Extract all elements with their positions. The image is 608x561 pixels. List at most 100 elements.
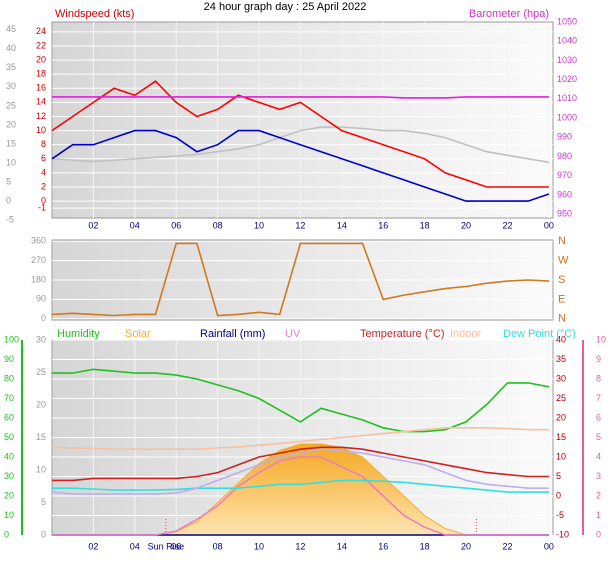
y-tick-label: 990 bbox=[557, 132, 572, 142]
y-tick-label: 950 bbox=[557, 209, 572, 219]
annotation: Sun Rise bbox=[148, 541, 185, 551]
y-tick-label: 360 bbox=[31, 236, 46, 246]
y-tick-label: 270 bbox=[31, 255, 46, 265]
y-tick-label: -1 bbox=[38, 203, 46, 213]
legend-label: Dew Point (°C) bbox=[503, 328, 576, 340]
y-tick-label: 10 bbox=[596, 334, 606, 344]
line bbox=[52, 368, 550, 433]
x-tick-label: 12 bbox=[295, 220, 305, 230]
y-tick-label: 0 bbox=[41, 529, 46, 539]
legend-label: Humidity bbox=[57, 328, 100, 340]
x-tick-label: 16 bbox=[378, 220, 388, 230]
y-tick-label: 90 bbox=[36, 294, 46, 304]
y-tick-label: 50 bbox=[4, 432, 14, 442]
y-tick-label: 6 bbox=[41, 153, 46, 163]
y-tick-label: 15 bbox=[36, 432, 46, 442]
chart-title: 24 hour graph day : 25 April 2022 bbox=[204, 1, 367, 13]
x-tick-label: 16 bbox=[378, 541, 388, 551]
y-tick-label: 10 bbox=[556, 451, 566, 461]
y-tick-label: 40 bbox=[556, 334, 566, 344]
y-tick-label: 0 bbox=[596, 529, 601, 539]
y-tick-label: 35 bbox=[556, 354, 566, 364]
y-tick-label: 30 bbox=[4, 471, 14, 481]
y-tick-label: 10 bbox=[36, 464, 46, 474]
line bbox=[51, 126, 550, 164]
y-tick-label: E bbox=[558, 293, 565, 305]
x-tick-label: 06 bbox=[171, 541, 181, 551]
y-tick-label: 18 bbox=[36, 69, 46, 79]
y-tick-label: 3 bbox=[596, 471, 601, 481]
x-tick-label: 18 bbox=[420, 220, 430, 230]
y-tick-label: 970 bbox=[557, 170, 572, 180]
y-tick-label: N bbox=[558, 313, 566, 325]
y-tick-label: 6 bbox=[596, 412, 601, 422]
y-tick-label: 0 bbox=[41, 313, 46, 323]
y-tick-label: 15 bbox=[6, 138, 16, 148]
y-tick-label: 20 bbox=[4, 490, 14, 500]
y-tick-label: 70 bbox=[4, 393, 14, 403]
x-tick-label: 00 bbox=[544, 541, 554, 551]
y-tick-label: 2 bbox=[41, 181, 46, 191]
y-tick-label: 980 bbox=[557, 151, 572, 161]
y-tick-label: 30 bbox=[556, 373, 566, 383]
y-tick-label: 40 bbox=[6, 43, 16, 53]
y-tick-label: 960 bbox=[557, 189, 572, 199]
y-tick-label: 20 bbox=[556, 412, 566, 422]
line bbox=[51, 80, 549, 188]
y-tick-label: -5 bbox=[556, 510, 564, 520]
line bbox=[52, 456, 549, 536]
y-tick-label: 12 bbox=[36, 111, 46, 121]
y-tick-label: 1 bbox=[596, 510, 601, 520]
y-tick-label: 1030 bbox=[557, 55, 577, 65]
y-tick-label: 35 bbox=[6, 62, 16, 72]
x-tick-label: 08 bbox=[213, 220, 223, 230]
x-tick-label: 06 bbox=[171, 220, 181, 230]
y-tick-label: 14 bbox=[36, 97, 46, 107]
legend-label: Temperature (°C) bbox=[360, 328, 444, 340]
y-tick-label: 0 bbox=[6, 196, 11, 206]
y-tick-label: 0 bbox=[556, 490, 561, 500]
y-tick-label: 2 bbox=[596, 490, 601, 500]
x-tick-label: 04 bbox=[130, 220, 140, 230]
y-tick-label: 10 bbox=[6, 157, 16, 167]
y-tick-label: -5 bbox=[6, 215, 14, 225]
y-tick-label: 30 bbox=[6, 81, 16, 91]
line bbox=[52, 446, 549, 482]
plot-area bbox=[51, 21, 554, 219]
y-tick-label: 40 bbox=[4, 451, 14, 461]
y-tick-label: 100 bbox=[4, 334, 19, 344]
y-tick-label: 5 bbox=[556, 471, 561, 481]
y-tick-label: 20 bbox=[36, 54, 46, 64]
y-tick-label: -10 bbox=[556, 529, 569, 539]
y-tick-label: 5 bbox=[6, 177, 11, 187]
legend-label: UV bbox=[285, 328, 301, 340]
y-tick-label: 1020 bbox=[557, 74, 577, 84]
x-tick-label: 14 bbox=[337, 220, 347, 230]
line bbox=[52, 479, 549, 493]
y-tick-label: 16 bbox=[36, 83, 46, 93]
line bbox=[51, 242, 549, 317]
y-tick-label: 1050 bbox=[557, 16, 577, 26]
y-tick-label: 1000 bbox=[557, 112, 577, 122]
x-tick-label: 08 bbox=[213, 541, 223, 551]
y-tick-label: 5 bbox=[596, 432, 601, 442]
line bbox=[51, 129, 550, 202]
legend-label: Solar bbox=[125, 328, 151, 340]
y-tick-label: 25 bbox=[556, 393, 566, 403]
x-tick-label: 14 bbox=[337, 541, 347, 551]
y-tick-label: W bbox=[558, 255, 569, 267]
y2-axis-label: Barometer (hpa) bbox=[469, 8, 549, 20]
y-tick-label: 4 bbox=[41, 167, 46, 177]
y-tick-label: 10 bbox=[36, 125, 46, 135]
x-tick-label: 02 bbox=[88, 541, 98, 551]
y-tick-label: 8 bbox=[41, 139, 46, 149]
x-tick-label: 20 bbox=[461, 220, 471, 230]
y-tick-label: 180 bbox=[31, 274, 46, 284]
y-tick-label: 0 bbox=[41, 195, 46, 205]
y-tick-label: 24 bbox=[36, 26, 46, 36]
x-tick-label: 00 bbox=[544, 220, 554, 230]
legend-label: Indoor bbox=[450, 328, 482, 340]
y-tick-label: 7 bbox=[596, 393, 601, 403]
y-tick-label: 90 bbox=[4, 354, 14, 364]
